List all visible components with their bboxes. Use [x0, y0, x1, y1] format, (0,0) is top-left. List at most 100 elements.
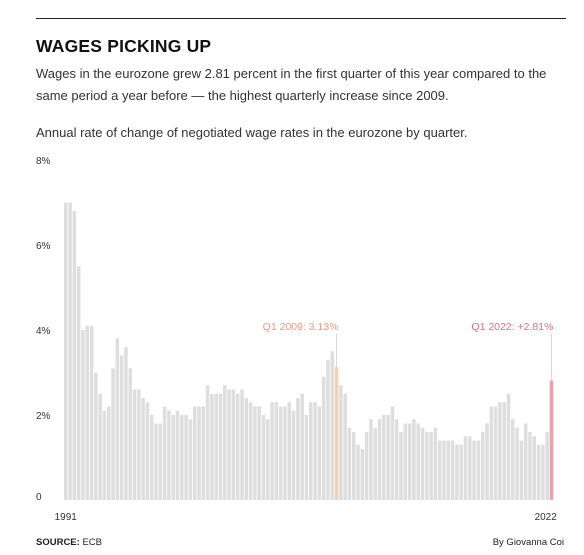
- chart-subtitle: Wages in the eurozone grew 2.81 percent …: [36, 66, 547, 103]
- bar: [210, 393, 214, 500]
- x-tick-label-end: 2022: [535, 512, 558, 523]
- bar: [442, 440, 446, 500]
- bar: [433, 427, 438, 500]
- bar: [261, 415, 266, 500]
- bar: [283, 406, 287, 500]
- bar: [455, 444, 459, 500]
- bar: [498, 402, 502, 500]
- bar: [266, 419, 270, 500]
- bar: [89, 325, 94, 500]
- bar: [278, 406, 283, 500]
- bar: [214, 393, 218, 500]
- bar: [235, 393, 240, 500]
- bar: [244, 398, 249, 500]
- y-tick-label: 6%: [36, 241, 51, 252]
- bar: [218, 393, 223, 500]
- bar: [321, 376, 326, 500]
- bar: [407, 423, 412, 500]
- bar: [519, 440, 524, 500]
- bar: [145, 402, 150, 500]
- bar: [399, 432, 403, 500]
- bar: [124, 347, 128, 500]
- bar: [437, 440, 442, 500]
- bar: [485, 423, 489, 500]
- bar: [480, 432, 485, 500]
- bar: [313, 402, 317, 500]
- bar: [102, 410, 107, 500]
- bar: [545, 432, 549, 500]
- bar: [450, 440, 455, 500]
- source-label: SOURCE:: [36, 537, 80, 548]
- highlight-bar: [549, 380, 554, 500]
- chart-description: Annual rate of change of negotiated wage…: [36, 125, 468, 140]
- bar: [205, 385, 210, 500]
- bar: [347, 427, 352, 500]
- bar: [309, 402, 313, 500]
- bar: [489, 406, 494, 500]
- bar: [180, 415, 184, 500]
- bar: [502, 402, 506, 500]
- y-tick-label: 2%: [36, 411, 51, 422]
- bar: [115, 338, 120, 500]
- bar: [343, 393, 347, 500]
- bar: [175, 410, 180, 500]
- bar: [231, 389, 236, 500]
- bar: [287, 402, 292, 500]
- bar: [468, 436, 472, 500]
- bar-chart: 0 2% 4% 6% 8% Q1 2009: 3.13% Q1 2022: +2.81% 19…: [36, 156, 558, 523]
- bar: [541, 444, 545, 500]
- bar: [377, 419, 382, 500]
- bar: [330, 351, 335, 500]
- bar: [463, 436, 468, 500]
- bar: [493, 406, 498, 500]
- bar: [128, 368, 132, 500]
- bar: [351, 432, 356, 500]
- bar: [171, 415, 175, 500]
- bar: [459, 444, 463, 500]
- y-tick-label: 0: [36, 492, 42, 503]
- bar: [536, 444, 541, 500]
- bar: [94, 372, 98, 500]
- bar: [416, 423, 420, 500]
- bar: [192, 406, 197, 500]
- bar: [201, 406, 206, 500]
- bar: [390, 406, 395, 500]
- bar: [141, 398, 145, 500]
- bar: [356, 444, 360, 500]
- bar: [132, 389, 137, 500]
- bar: [248, 402, 253, 500]
- bar: [111, 368, 115, 500]
- bar: [184, 415, 188, 500]
- bar: [446, 440, 451, 500]
- bar: [364, 432, 369, 500]
- bar: [76, 266, 81, 500]
- bar: [270, 402, 274, 500]
- bar: [167, 410, 171, 500]
- bar: [304, 415, 309, 500]
- bar: [106, 406, 111, 500]
- bar: [412, 419, 416, 500]
- bar: [188, 419, 193, 500]
- bar: [394, 419, 399, 500]
- bar: [119, 355, 124, 500]
- bar: [296, 398, 300, 500]
- bar: [425, 432, 429, 500]
- bar: [197, 406, 201, 500]
- annotation-label: Q1 2009: 3.13%: [263, 321, 339, 333]
- bar: [227, 389, 231, 500]
- bar: [98, 393, 102, 500]
- bar: [300, 393, 304, 500]
- bar: [223, 385, 227, 500]
- bar: [382, 415, 386, 500]
- bar: [137, 389, 141, 500]
- bar: [403, 423, 408, 500]
- bar: [149, 415, 154, 500]
- bar: [154, 423, 158, 500]
- annotation-label: Q1 2022: +2.81%: [471, 321, 553, 333]
- bar: [253, 406, 257, 500]
- bar: [339, 385, 343, 500]
- bar: [476, 440, 481, 500]
- top-rule: [36, 18, 566, 19]
- bar: [532, 436, 537, 500]
- bar: [72, 211, 77, 500]
